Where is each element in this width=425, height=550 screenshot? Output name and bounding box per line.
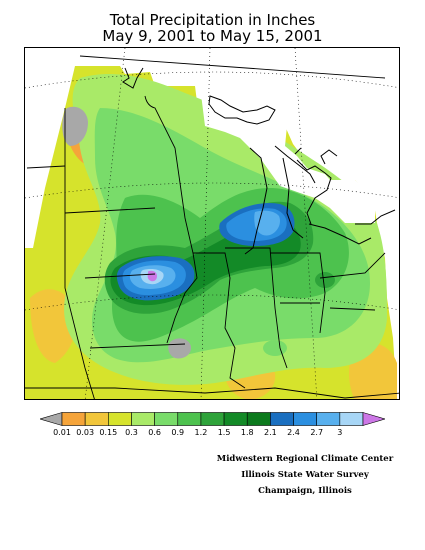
legend-swatch-7 bbox=[200, 412, 225, 426]
credit-survey: Illinois State Water Survey bbox=[241, 470, 369, 480]
credit-location: Champaign, Illinois bbox=[258, 486, 352, 496]
legend-swatch-14 bbox=[362, 412, 385, 426]
legend-tick-label-2: 0.03 bbox=[76, 428, 95, 437]
legend-tick-label-5: 0.6 bbox=[148, 428, 161, 437]
field-blob-green-2 bbox=[263, 340, 287, 356]
legend-swatch-6 bbox=[177, 412, 202, 426]
field-wet-core-west-5 bbox=[147, 270, 157, 282]
legend-tick-label-8: 1.5 bbox=[217, 428, 231, 437]
legend-tick-label-7: 1.2 bbox=[194, 428, 208, 437]
map-title-line-2: May 9, 2001 to May 15, 2001 bbox=[102, 27, 323, 45]
legend-swatch-12 bbox=[316, 412, 341, 426]
legend-tick-label-12: 2.7 bbox=[310, 428, 324, 437]
legend-tick-label-4: 0.3 bbox=[125, 428, 138, 437]
legend-swatch-8 bbox=[223, 412, 248, 426]
legend-swatch-1 bbox=[61, 412, 86, 426]
field-trace-south bbox=[168, 338, 191, 359]
legend-swatch-4 bbox=[131, 412, 155, 426]
legend-swatch-3 bbox=[108, 412, 132, 426]
legend-swatch-2 bbox=[84, 412, 109, 426]
map-title-line-1: Total Precipitation in Inches bbox=[109, 11, 316, 29]
credit-organization: Midwestern Regional Climate Center bbox=[216, 454, 394, 464]
legend-swatch-9 bbox=[246, 412, 271, 426]
legend-swatch-13 bbox=[339, 412, 364, 426]
legend-tick-label-10: 2.1 bbox=[264, 428, 277, 437]
precipitation-map bbox=[24, 47, 400, 400]
legend-tick-label-11: 2.4 bbox=[287, 428, 300, 437]
legend-tick-label-6: 0.9 bbox=[171, 428, 185, 437]
state-boundaries bbox=[25, 55, 399, 399]
lake-shorelines bbox=[122, 67, 396, 255]
precipitation-field bbox=[25, 66, 397, 399]
legend-swatch-11 bbox=[293, 412, 317, 426]
color-scale-legend bbox=[40, 412, 385, 426]
legend-tick-label-9: 1.8 bbox=[240, 428, 254, 437]
legend-tick-label-1: 0.01 bbox=[53, 428, 71, 437]
color-scale-labels: 0.01 0.03 0.15 0.3 0.6 0.9 1.2 1.5 1.8 2.1 2.4 2.7 3 bbox=[40, 428, 385, 440]
field-trace-north bbox=[62, 106, 88, 146]
legend-swatch-5 bbox=[154, 412, 179, 426]
legend-tick-label-3: 0.15 bbox=[99, 428, 118, 437]
field-blob-green-1 bbox=[315, 272, 335, 288]
legend-swatch-0 bbox=[40, 412, 63, 426]
graticule bbox=[25, 48, 399, 399]
legend-swatch-10 bbox=[270, 412, 294, 426]
legend-tick-label-13: 3 bbox=[337, 428, 343, 437]
